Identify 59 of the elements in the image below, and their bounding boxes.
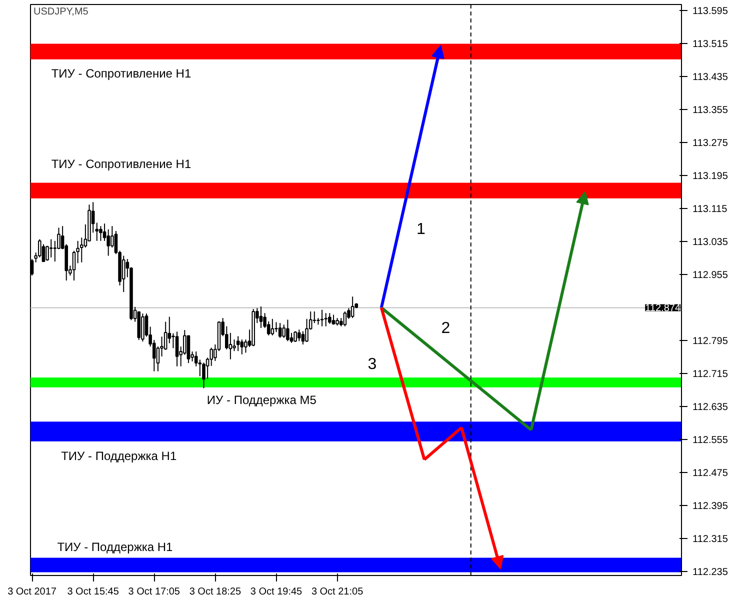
annotation: 2 [441, 320, 450, 338]
candlestick [175, 331, 179, 367]
y-tick-label: 113.275 [692, 138, 728, 149]
candlestick [228, 332, 232, 360]
candlestick [259, 306, 263, 328]
candlestick [156, 346, 160, 372]
y-tick-label: 112.395 [692, 500, 728, 512]
y-tick-label: 113.515 [692, 38, 728, 50]
candlestick [186, 335, 190, 364]
x-tick-label: 3 Oct 2017 [8, 586, 57, 598]
candlestick [290, 332, 294, 344]
chart-title: USDJPY,M5 [34, 6, 89, 18]
ref-line-label: 112.874 [645, 303, 681, 314]
candlestick [72, 250, 76, 282]
candlestick [236, 336, 240, 352]
candlestick [95, 222, 99, 242]
y-tick-label: 112.555 [692, 434, 728, 446]
candlestick [305, 318, 308, 342]
y-tick-label: 112.315 [692, 534, 728, 545]
annotation: ИУ - Поддержка M5 [206, 393, 317, 408]
candlestick [42, 244, 46, 262]
candlestick [298, 329, 301, 342]
x-tick-label: 3 Oct 18:25 [189, 586, 242, 598]
x-tick-label: 3 Oct 15:45 [67, 586, 120, 598]
y-tick-label: 113.115 [692, 204, 728, 215]
candlestick [49, 238, 53, 258]
candlestick [240, 339, 244, 355]
y-tick-label: 113.035 [692, 236, 728, 248]
candlestick [301, 330, 305, 345]
candlestick [286, 319, 290, 342]
y-tick-label: 113.355 [692, 104, 728, 116]
x-tick-label: 3 Oct 19:45 [250, 586, 303, 598]
y-tick-label: 112.635 [692, 402, 728, 413]
candlestick [350, 296, 354, 319]
candlestick [324, 312, 328, 327]
annotation: ТИУ - Поддержка H1 [57, 540, 174, 554]
annotation: ТИУ - Сопротивление H1 [51, 156, 192, 171]
candlestick [141, 313, 144, 342]
candlestick [343, 310, 347, 327]
y-tick-label: 112.475 [692, 468, 728, 479]
annotation: ТИУ - Сопротивление H1 [51, 66, 192, 81]
x-tick-label: 3 Oct 21:05 [311, 586, 364, 598]
candlestick [122, 255, 126, 293]
y-tick-label: 113.195 [692, 170, 728, 182]
annotation: 3 [368, 356, 377, 374]
y-tick-label: 112.955 [692, 270, 728, 281]
y-tick-label: 113.435 [692, 72, 728, 83]
candlestick [274, 322, 278, 333]
x-tick-label: 3 Oct 17:05 [128, 586, 180, 598]
annotation: ТИУ - Поддержка H1 [61, 449, 177, 464]
y-tick-label: 113.595 [692, 6, 728, 17]
annotation: 1 [416, 220, 426, 238]
y-tick-label: 112.795 [692, 336, 728, 347]
candlestick [232, 339, 236, 352]
candlestick [328, 312, 332, 324]
y-tick-label: 112.235 [692, 566, 728, 578]
candlestick [99, 226, 102, 242]
y-tick-label: 112.715 [692, 368, 728, 380]
candlestick [278, 322, 282, 338]
